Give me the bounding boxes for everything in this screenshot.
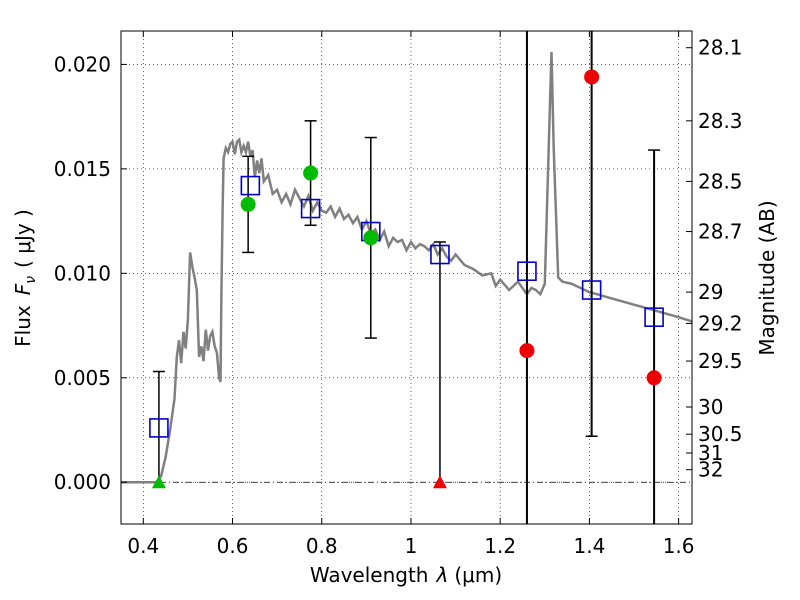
model-flux-square — [430, 244, 450, 265]
y2-tick-label: 28.3 — [698, 109, 743, 133]
x-tick-label: 1.6 — [663, 534, 695, 558]
x-tick-label: 1.2 — [484, 534, 516, 558]
x-tick-label: 1.4 — [573, 534, 605, 558]
y2-tick-label: 31 — [698, 441, 723, 465]
y2-tick-label: 29 — [698, 280, 723, 304]
y-axis-label-symbol: F — [11, 283, 35, 295]
model-band-flux-markers — [149, 175, 664, 438]
y2-tick-label: 28.5 — [698, 169, 743, 193]
x-tick-label: 0.6 — [217, 534, 249, 558]
y-tick-label: 0.020 — [54, 52, 111, 76]
y-axis-label-text: Flux — [11, 305, 35, 347]
model-sed-line — [121, 51, 693, 484]
observed-flux-point — [519, 343, 535, 359]
plot-frame — [120, 30, 693, 525]
x-tick-label: 0.4 — [127, 534, 159, 558]
x-axis-label-unit: (μm) — [454, 563, 502, 587]
model-flux-square — [240, 175, 261, 196]
observed-flux-markers — [151, 69, 662, 489]
y2-tick-label: 29.5 — [698, 349, 743, 373]
y2-tick-label: 28.1 — [698, 36, 743, 60]
x-axis-ticks: 0.4 0.6 0.8 1 1.2 1.4 1.6 — [127, 31, 695, 558]
x-axis-label-symbol: λ — [436, 563, 449, 587]
upper-limit-triangle — [432, 475, 447, 489]
error-bars — [152, 31, 661, 524]
y2-tick-label: 29.2 — [698, 311, 743, 335]
observed-flux-point — [240, 196, 256, 212]
model-flux-square — [644, 307, 664, 327]
y-axis-label: Flux Fν ( μJy ) — [11, 209, 39, 347]
model-flux-square — [517, 261, 537, 282]
model-flux-square — [149, 418, 169, 438]
grid — [121, 31, 692, 524]
y-axis-ticks: 0.000 0.005 0.010 0.015 0.020 — [54, 52, 127, 494]
y-tick-label: 0.005 — [54, 366, 111, 390]
x-tick-label: 0.8 — [306, 534, 338, 558]
y-axis-label-subscript: ν — [23, 276, 39, 284]
y-tick-label: 0.015 — [54, 157, 111, 181]
y2-axis-label: Magnitude (AB) — [755, 200, 779, 355]
x-axis-label: Wavelength λ (μm) — [310, 563, 502, 587]
observed-flux-point — [584, 69, 600, 85]
y2-tick-label: 30 — [698, 395, 723, 419]
y-tick-label: 0.010 — [54, 261, 111, 285]
y-tick-label: 0.000 — [54, 470, 111, 494]
y-axis-label-unit: ( μJy ) — [11, 209, 35, 268]
x-tick-label: 1 — [405, 534, 418, 558]
y2-tick-label: 32 — [698, 458, 723, 482]
x-axis-label-text: Wavelength — [310, 563, 429, 587]
y2-tick-label: 28.7 — [698, 220, 743, 244]
model-flux-square — [581, 280, 602, 300]
upper-limit-triangle — [151, 475, 166, 489]
observed-flux-point — [363, 230, 379, 246]
y2-tick-label: 30.5 — [698, 422, 743, 446]
observed-flux-point — [303, 165, 319, 181]
observed-flux-point — [646, 370, 662, 386]
model-flux-square — [300, 198, 321, 219]
